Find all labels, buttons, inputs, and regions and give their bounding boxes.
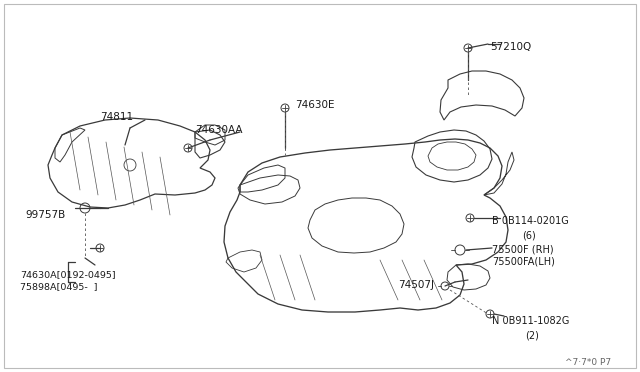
Text: 75898A[0495-  ]: 75898A[0495- ]	[20, 282, 97, 291]
Text: (2): (2)	[525, 330, 539, 340]
Text: 74630AA: 74630AA	[195, 125, 243, 135]
Text: 75500FA(LH): 75500FA(LH)	[492, 256, 555, 266]
Text: ^7·7*0 P7: ^7·7*0 P7	[565, 358, 611, 367]
Text: 74507J: 74507J	[398, 280, 434, 290]
Text: 57210Q: 57210Q	[490, 42, 531, 52]
Text: (6): (6)	[522, 230, 536, 240]
Text: 74630E: 74630E	[295, 100, 335, 110]
Text: B 0B114-0201G: B 0B114-0201G	[492, 216, 569, 226]
Text: 74811: 74811	[100, 112, 133, 122]
Text: 75500F (RH): 75500F (RH)	[492, 244, 554, 254]
Text: N 0B911-1082G: N 0B911-1082G	[492, 316, 570, 326]
Text: 99757B: 99757B	[25, 210, 65, 220]
Text: 74630A[0192-0495]: 74630A[0192-0495]	[20, 270, 116, 279]
